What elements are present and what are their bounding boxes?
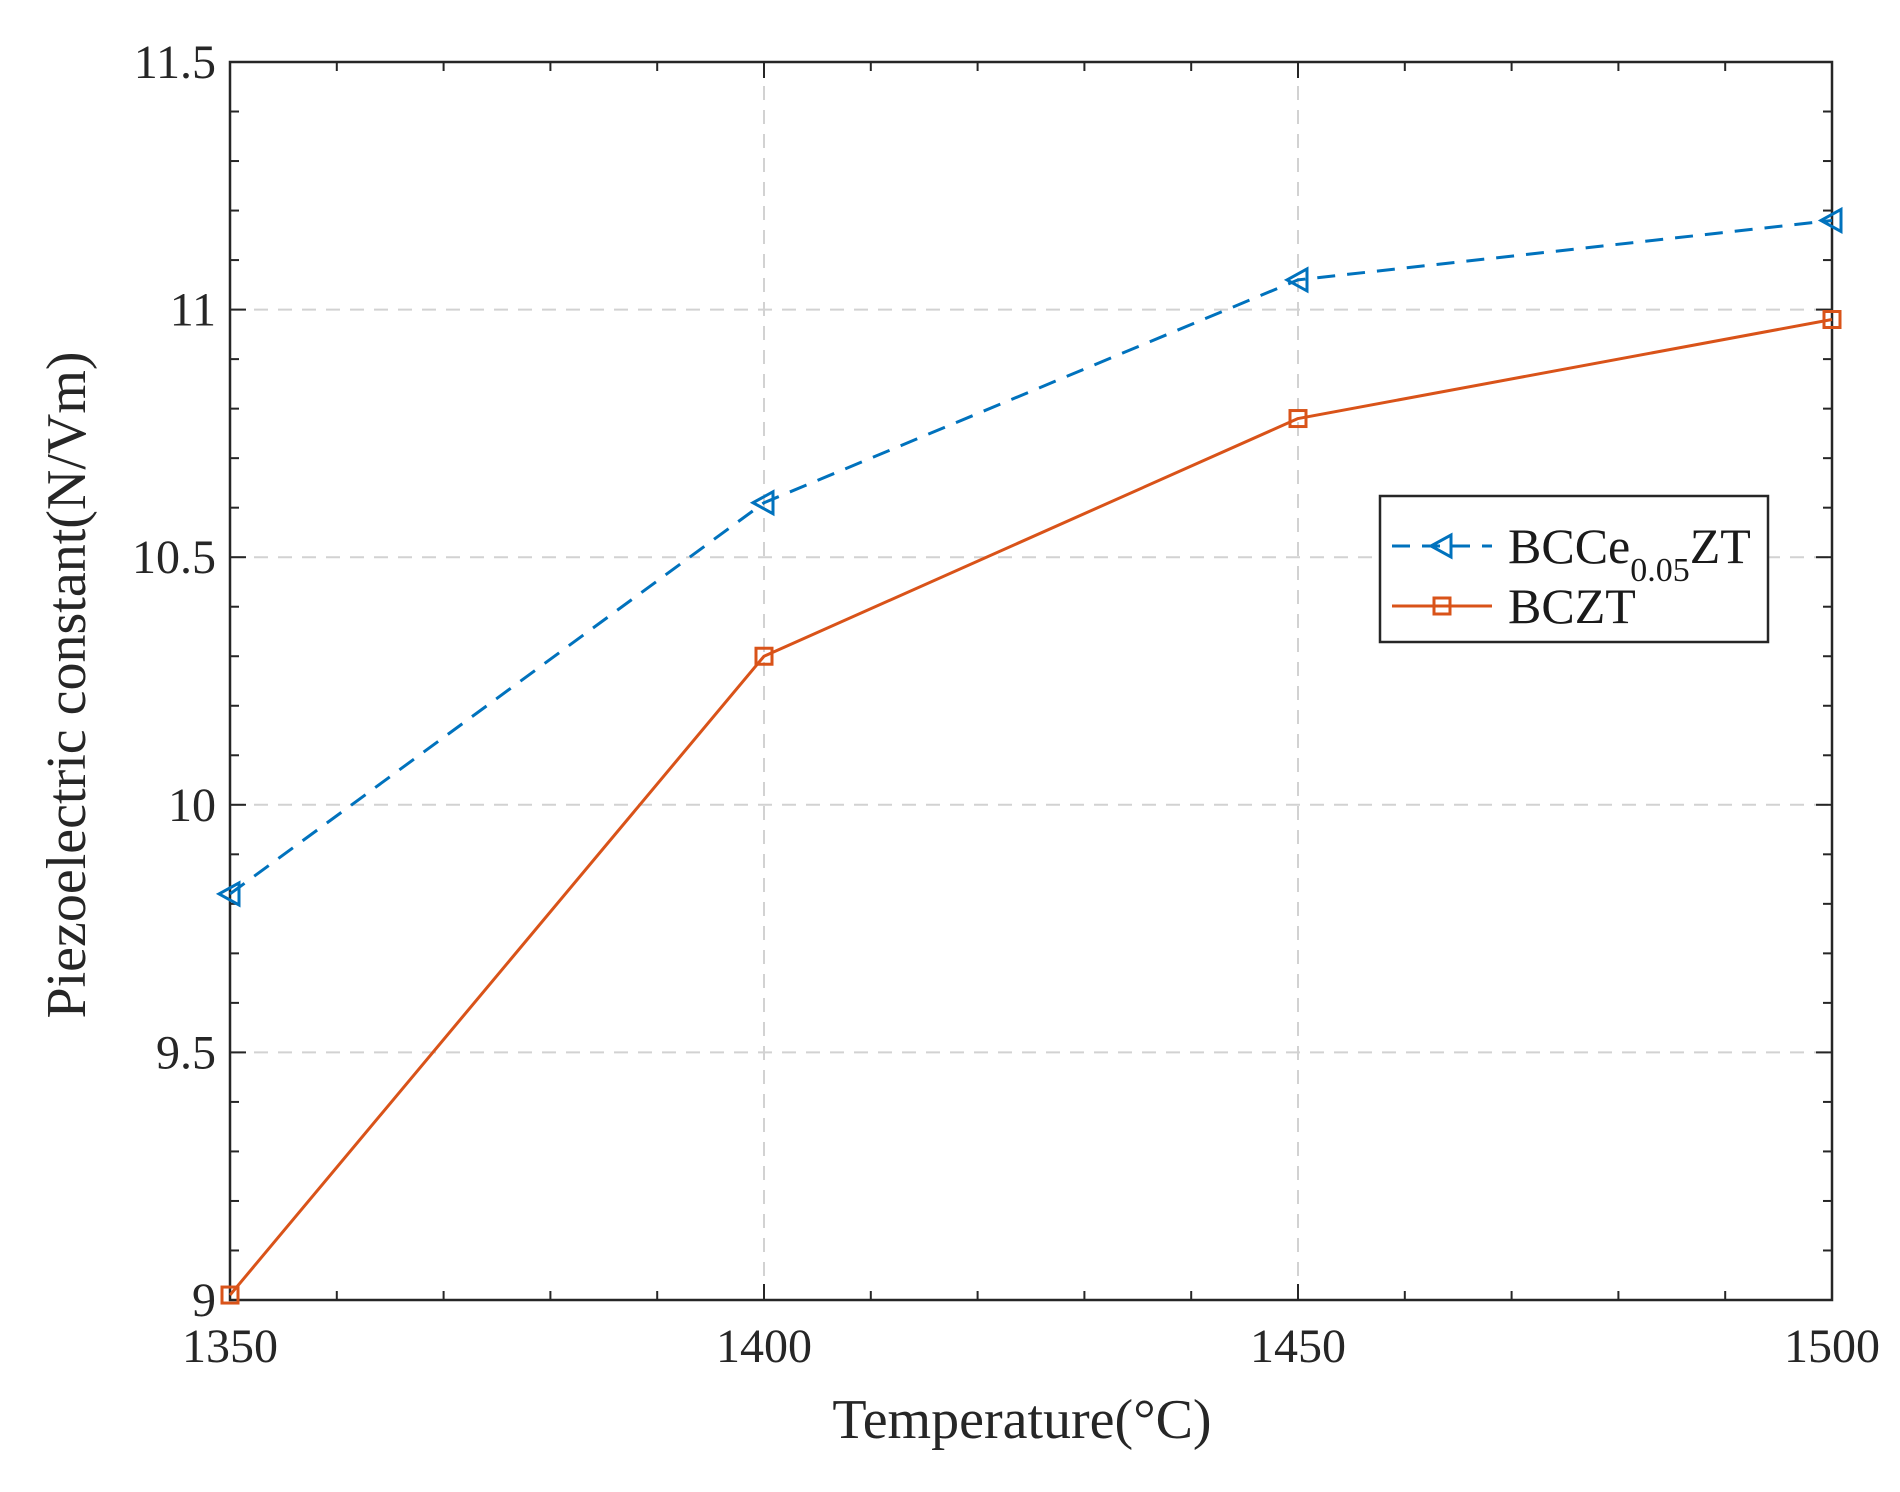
legend-marker <box>1427 532 1453 560</box>
data-point <box>1283 266 1309 294</box>
data-point <box>754 646 774 666</box>
data-point <box>215 880 241 908</box>
legend-marker <box>1432 596 1452 616</box>
legend-box <box>1378 494 1770 644</box>
series-line <box>228 318 1833 1297</box>
series-line <box>229 218 1833 896</box>
series-BCZT <box>220 310 1842 1305</box>
data-point <box>220 1285 240 1305</box>
y-tick-label: 9.5 <box>156 1026 216 1079</box>
data-point <box>1817 206 1843 235</box>
plot-frame <box>228 60 1834 1302</box>
series-layer <box>215 206 1843 1305</box>
grid <box>230 62 1832 1300</box>
y-tick-label: 9 <box>192 1274 216 1327</box>
x-tick-label: 1500 <box>1784 1320 1880 1373</box>
x-tick-label: 1350 <box>182 1320 278 1373</box>
y-tick-label: 11.5 <box>134 36 216 89</box>
x-axis-title: Temperature(°C) <box>832 1389 1211 1451</box>
legend-label: BCZT <box>1508 578 1636 634</box>
y-axis-title: Piezoelectric constant(N/Vm) <box>36 351 98 1018</box>
x-tick-label: 1400 <box>716 1320 812 1373</box>
y-tick-label: 10.5 <box>132 531 216 584</box>
tick-labels: 1350 1400 1450 1500 9 9.5 10 10.5 11 11.5 <box>132 36 1880 1373</box>
legend-label: BCCe0.05ZT <box>1508 518 1751 589</box>
axis-ticks <box>229 61 1833 1301</box>
x-tick-label: 1450 <box>1250 1320 1346 1373</box>
data-point <box>1822 310 1842 330</box>
series-BCCe0.05ZT <box>215 206 1843 908</box>
data-point <box>1288 409 1308 429</box>
data-point <box>749 489 775 517</box>
y-tick-label: 11 <box>170 284 216 337</box>
y-tick-label: 10 <box>168 779 216 832</box>
